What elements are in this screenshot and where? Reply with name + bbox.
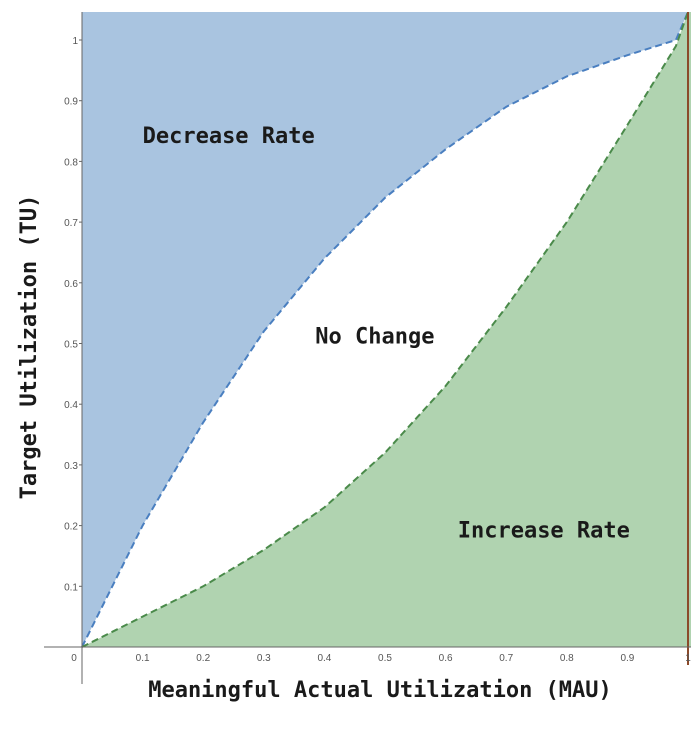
decrease-rate-label: Decrease Rate: [143, 124, 315, 149]
x-tick-label: 1: [685, 653, 691, 664]
upper-boundary-line: [81, 11, 689, 648]
y-tick-label: 0.4: [64, 400, 78, 411]
x-tick-label: 0: [71, 653, 77, 664]
y-tick-label: 0.1: [64, 582, 78, 593]
x-tick-label: 0.2: [196, 653, 210, 664]
x-axis-title: Meaningful Actual Utilization (MAU): [148, 678, 612, 703]
y-tick-label: 0.6: [64, 279, 78, 290]
region-fills: [82, 12, 691, 647]
y-tick-label: 0.5: [64, 340, 78, 351]
boundary-lines: [81, 11, 689, 665]
y-axis-title: Target Utilization (TU): [17, 195, 42, 500]
no-change-label: No Change: [315, 325, 434, 350]
decrease-region: [82, 12, 688, 647]
tick-labels: 0 0.1 0.2 0.3 0.4 0.5 0.6 0.7 0.8 0.9 1 0.1 0.2 0.3 0.…: [64, 36, 691, 664]
x-tick-label: 0.8: [560, 653, 574, 664]
increase-rate-label: Increase Rate: [458, 519, 630, 544]
x-tick-label: 0.5: [378, 653, 392, 664]
region-labels: Decrease Rate No Change Increase Rate: [143, 124, 630, 544]
x-tick-label: 0.9: [620, 653, 634, 664]
y-tick-label: 0.9: [64, 97, 78, 108]
lower-boundary-line: [81, 11, 689, 648]
y-tick-label: 0.7: [64, 218, 78, 229]
y-tick-label: 0.3: [64, 461, 78, 472]
x-tick-label: 0.7: [499, 653, 513, 664]
y-tick-label: 1: [72, 36, 78, 47]
x-tick-label: 0.3: [257, 653, 271, 664]
y-tick-label: 0.2: [64, 522, 78, 533]
y-tick-label: 0.8: [64, 157, 78, 168]
increase-region: [82, 12, 691, 647]
x-tick-label: 0.1: [136, 653, 150, 664]
axes: [44, 12, 691, 684]
x-tick-label: 0.6: [439, 653, 453, 664]
x-tick-label: 0.4: [317, 653, 331, 664]
